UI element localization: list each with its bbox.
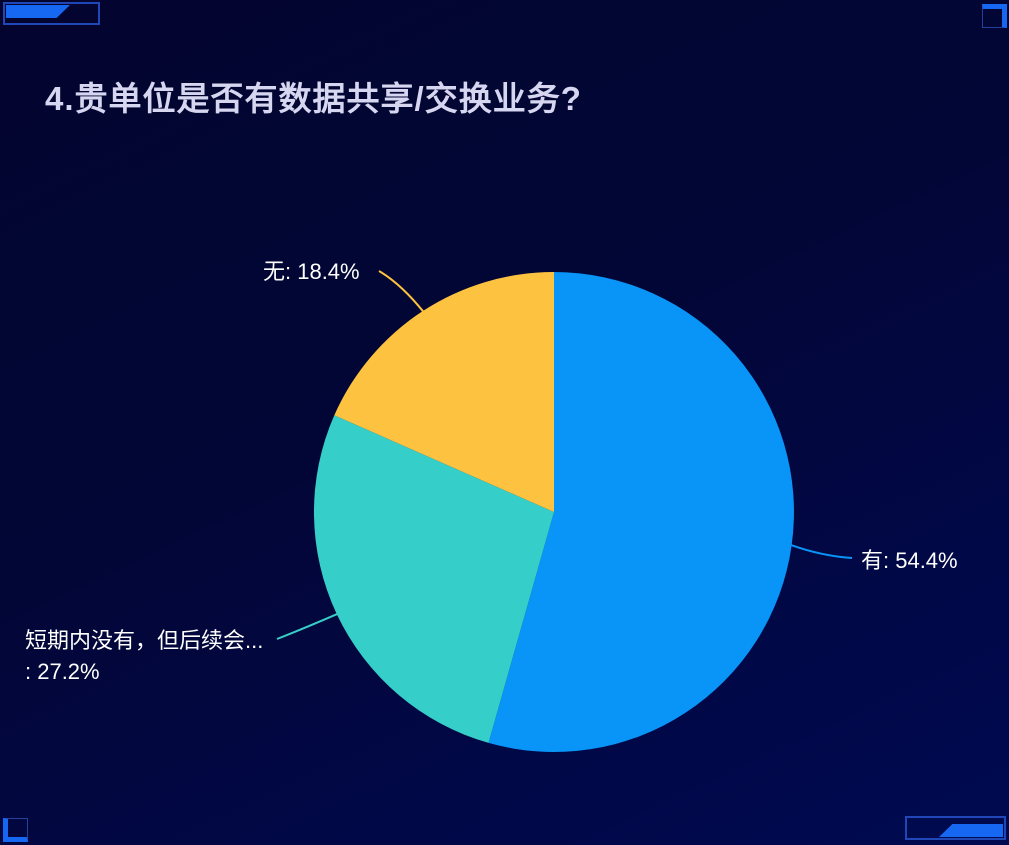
corner-decoration-fill: [939, 824, 1003, 837]
corner-decoration-top-left: [3, 2, 100, 25]
corner-decoration-fill: [6, 5, 70, 18]
pie-slice-1[interactable]: [313, 415, 554, 743]
pie-slice-0[interactable]: [488, 272, 794, 752]
corner-bracket-top-right: [982, 4, 1007, 28]
pie-slice-2[interactable]: [334, 272, 554, 512]
pie-label-none: 无: 18.4%: [263, 256, 360, 287]
corner-bracket-bottom-left: [3, 818, 28, 842]
pie-label-not-short-term: 短期内没有，但后续会... : 27.2%: [25, 625, 263, 687]
pie-label-line-2: [378, 270, 425, 313]
pie-label-line-0: [790, 543, 853, 559]
corner-decoration-bottom-right: [905, 816, 1006, 840]
pie-label-text: 有: 54.4%: [861, 548, 958, 573]
chart-title: 4.贵单位是否有数据共享/交换业务?: [45, 80, 582, 117]
pie-label-text: 无: 18.4%: [263, 259, 360, 284]
pie-label-line-1: [276, 612, 339, 640]
pie-label-yes: 有: 54.4%: [861, 545, 958, 576]
pie-label-text: : 27.2%: [25, 659, 100, 684]
pie-label-text: 短期内没有，但后续会...: [25, 628, 264, 653]
